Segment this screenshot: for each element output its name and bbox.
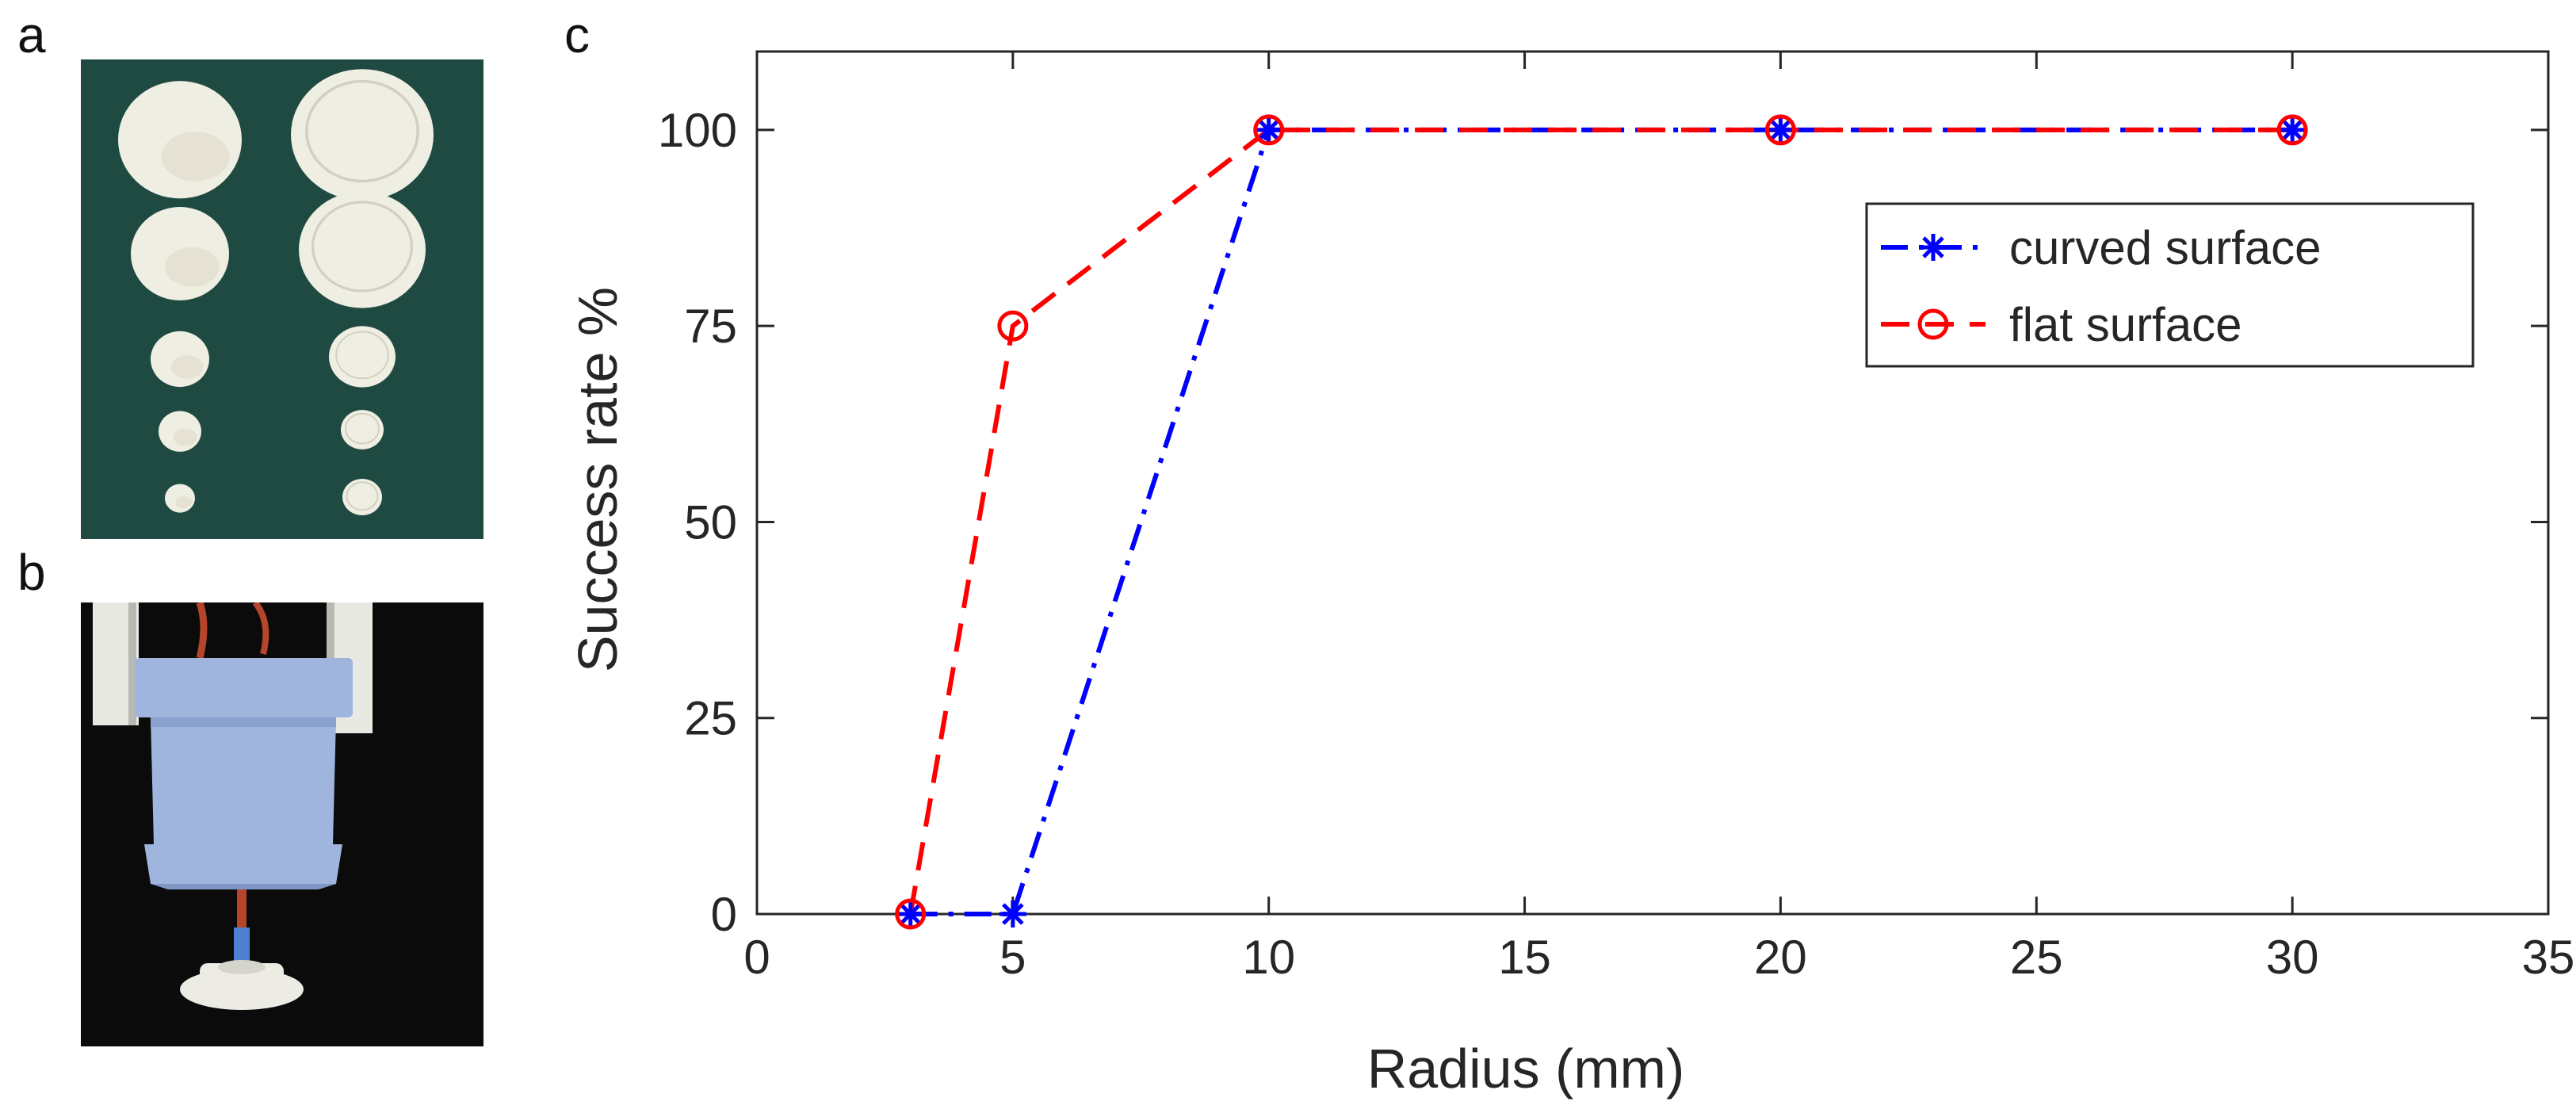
x-axis-ticks: 0 5 10 15 20 25 30 35 [743,52,2574,984]
panel-label-b: b [17,544,46,601]
x-tick-label: 0 [743,931,770,984]
photo-gripper [81,602,483,1046]
dome-object [151,331,209,388]
x-tick-label: 25 [2010,931,2063,984]
series-2-point [997,310,1029,342]
series-2-point [895,898,927,930]
series-1-point [1255,116,1282,143]
air-tube [196,602,208,660]
y-tick-label: 50 [684,495,737,549]
legend-item: flat surface [1881,298,2242,351]
dome-object [159,411,201,452]
y-tick-label: 75 [684,300,737,353]
flat-disc-object [299,191,426,308]
soft-gripper-body [135,658,353,889]
legend-item: curved surface [1881,221,2322,274]
y-tick-label: 0 [711,888,737,941]
x-tick-label: 10 [1242,931,1295,984]
flat-disc-object [329,326,396,388]
series-2-point [2276,114,2308,146]
air-tube-right [252,602,269,655]
flat-disc-object [342,479,382,515]
series-1-point [2279,116,2307,143]
dome-object [131,207,229,300]
y-axis-ticks: 0 25 50 75 100 [658,104,2548,941]
legend-marker [1917,308,1949,340]
gripper-finger-left [93,602,139,725]
suction-stem [234,928,250,967]
series-2-point [1764,114,1796,146]
dome-object [165,484,195,513]
legend-label: flat surface [2009,298,2242,351]
series-2-point [1253,114,1285,146]
panel-label-c: c [564,6,590,63]
photo-a-objects [118,69,434,515]
legend-marker [1920,234,1947,261]
photo-test-objects [81,59,483,539]
series-layer [895,114,2308,930]
y-tick-label: 100 [658,104,737,157]
plot-area-border [755,50,2550,916]
x-tick-label: 20 [1754,931,1807,984]
legend: curved surface flat surface [1865,202,2475,368]
legend-label: curved surface [2009,221,2322,274]
panel-label-a: a [17,6,46,63]
x-tick-label: 15 [1498,931,1551,984]
x-tick-label: 35 [2522,931,2575,984]
x-axis-label: Radius (mm) [1367,1038,1685,1100]
series-1-point [1767,116,1794,143]
y-axis-label: Success rate % [567,287,629,672]
x-tick-label: 5 [999,931,1026,984]
dome-object [118,81,242,199]
series-line-2 [908,127,2293,915]
series-1-point [999,901,1026,928]
flat-disc-object [291,69,434,201]
axes-frame [755,50,2550,916]
x-tick-label: 30 [2266,931,2319,984]
grasped-object [180,960,304,1010]
legend-box [1865,202,2475,368]
flat-disc-object [341,410,384,449]
series-1-point [896,901,924,928]
y-tick-label: 25 [684,692,737,745]
